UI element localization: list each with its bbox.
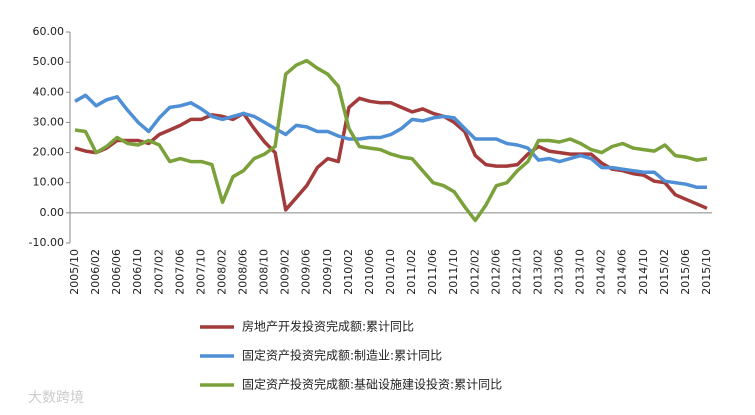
x-tick-label: 2011/06 <box>426 249 439 295</box>
x-tick-label: 2011/10 <box>447 249 460 295</box>
x-tick-label: 2013/10 <box>574 249 587 295</box>
x-tick-label: 2010/10 <box>384 249 397 295</box>
series-line <box>74 58 708 223</box>
x-tick-label: 2007/06 <box>173 249 186 295</box>
y-tick-label: 0.00 <box>40 206 65 219</box>
y-tick-label: 10.00 <box>33 176 65 189</box>
y-tick-label: 60.00 <box>33 25 65 38</box>
x-tick-label: 2009/06 <box>300 249 313 295</box>
x-tick-label: 2010/02 <box>342 249 355 295</box>
x-tick-label: 2015/02 <box>658 249 671 295</box>
x-tick-label: 2014/02 <box>595 249 608 295</box>
watermark: 大数跨境 <box>28 390 84 406</box>
y-tick-label: 40.00 <box>33 85 65 98</box>
x-tick-label: 2009/02 <box>279 249 292 295</box>
x-tick-label: 2006/02 <box>89 249 102 295</box>
x-tick-label: 2008/10 <box>258 249 271 295</box>
x-tick-label: 2015/06 <box>679 249 692 295</box>
x-tick-label: 2006/06 <box>110 249 123 295</box>
legend-label: 房地产开发投资完成额:累计同比 <box>242 319 414 334</box>
x-tick-label: 2005/10 <box>68 249 81 295</box>
x-tick-label: 2008/06 <box>237 249 250 295</box>
x-tick-label: 2007/10 <box>194 249 207 295</box>
legend-label: 固定资产投资完成额:基础设施建设投资:累计同比 <box>242 377 502 392</box>
series-line <box>74 96 708 212</box>
x-tick-label: 2006/10 <box>131 249 144 295</box>
x-tick-label: 2014/06 <box>616 249 629 295</box>
x-tick-label: 2013/06 <box>553 249 566 295</box>
y-tick-label: 20.00 <box>33 146 65 159</box>
x-tick-label: 2007/02 <box>152 249 165 295</box>
x-tick-label: 2013/02 <box>531 249 544 295</box>
y-tick-label: -10.00 <box>29 236 64 249</box>
y-tick-label: 30.00 <box>33 115 65 128</box>
x-tick-label: 2015/10 <box>700 249 713 295</box>
legend-label: 固定资产投资完成额:制造业:累计同比 <box>242 348 442 363</box>
x-tick-label: 2008/02 <box>215 249 228 295</box>
x-tick-label: 2009/10 <box>321 249 334 295</box>
x-tick-label: 2012/06 <box>489 249 502 295</box>
x-tick-label: 2014/10 <box>637 249 650 295</box>
series-line <box>74 93 707 189</box>
y-tick-label: 50.00 <box>33 55 65 68</box>
x-tick-label: 2011/02 <box>405 249 418 295</box>
x-tick-label: 2010/06 <box>363 249 376 295</box>
x-tick-label: 2012/02 <box>468 249 481 295</box>
x-tick-label: 2012/10 <box>510 249 523 295</box>
